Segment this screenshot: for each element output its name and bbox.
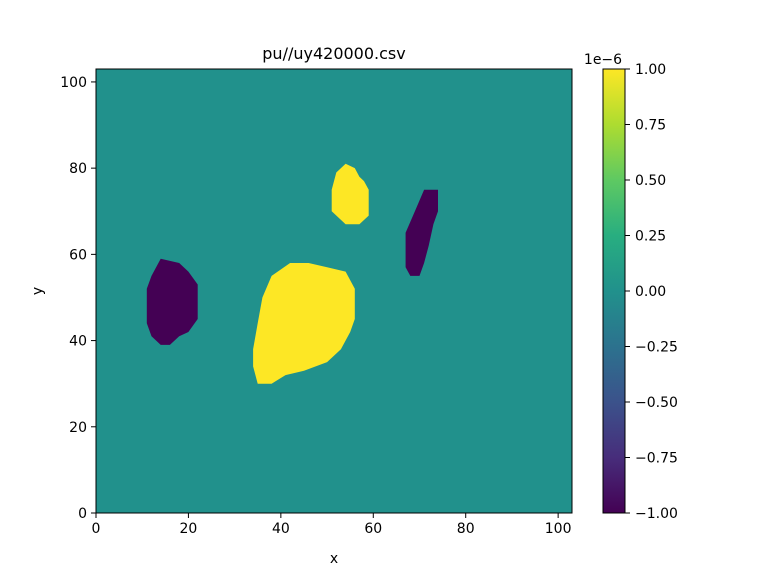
- y-tick-label: 100: [60, 75, 87, 91]
- heatmap-region-2: [253, 263, 355, 384]
- chart-title: pu//uy420000.csv: [262, 44, 405, 63]
- x-axis-ticks: 0 20 40 60 80 100: [92, 513, 572, 537]
- x-axis-label: x: [330, 551, 338, 567]
- y-tick-label: 20: [69, 420, 87, 436]
- colorbar-ticks: 1.00 0.75 0.50 0.25 0.00 −0.25 −0.50 −0.75 −1.00: [625, 62, 678, 522]
- colorbar-tick-label: −1.00: [635, 506, 678, 522]
- x-tick-label: 20: [180, 521, 198, 537]
- colorbar-tick-label: 0.00: [635, 284, 666, 300]
- colorbar-offset-label: 1e−6: [584, 52, 622, 68]
- x-tick-label: 100: [545, 521, 572, 537]
- y-axis-label: y: [30, 287, 46, 295]
- colorbar-tick-label: 0.75: [635, 118, 666, 134]
- y-tick-label: 40: [69, 334, 87, 350]
- y-tick-label: 60: [69, 247, 87, 263]
- heatmap-region-1: [146, 258, 198, 345]
- y-axis-ticks: 0 20 40 60 80 100: [60, 75, 96, 522]
- heatmap-region-4: [405, 189, 438, 276]
- x-tick-label: 60: [364, 521, 382, 537]
- y-tick-label: 0: [78, 506, 87, 522]
- y-tick-label: 80: [69, 161, 87, 177]
- colorbar-tick-label: 0.25: [635, 229, 666, 245]
- colorbar-tick-label: −0.25: [635, 340, 678, 356]
- colorbar-tick-label: −0.75: [635, 451, 678, 467]
- heatmap-regions: [146, 163, 438, 384]
- x-tick-label: 40: [272, 521, 290, 537]
- x-tick-label: 80: [457, 521, 475, 537]
- plot-frame: [95, 68, 573, 514]
- colorbar: [602, 68, 626, 514]
- heatmap-region-3: [331, 163, 369, 225]
- colorbar-tick-label: 1.00: [635, 62, 666, 78]
- x-tick-label: 0: [92, 521, 101, 537]
- colorbar-tick-label: −0.50: [635, 395, 678, 411]
- colorbar-tick-label: 0.50: [635, 173, 666, 189]
